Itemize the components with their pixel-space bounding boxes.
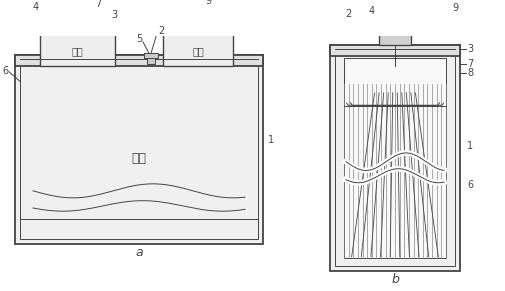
Bar: [334, 49, 454, 267]
Bar: [144, 53, 158, 58]
Bar: [185, 13, 204, 17]
Text: 6: 6: [466, 180, 472, 190]
Bar: [147, 57, 155, 64]
Text: 1: 1: [466, 141, 472, 151]
Bar: [397, 24, 407, 33]
Bar: [80, 17, 93, 31]
Bar: [396, 20, 408, 24]
Text: a: a: [135, 246, 142, 259]
Bar: [381, 24, 391, 33]
Bar: [20, 59, 258, 239]
Bar: [188, 17, 200, 31]
Bar: [379, 20, 391, 24]
Text: 7: 7: [94, 0, 101, 9]
Text: 1: 1: [268, 135, 274, 145]
Text: 2: 2: [344, 9, 350, 19]
Bar: [329, 45, 459, 56]
Text: 7: 7: [466, 59, 472, 69]
Text: 5: 5: [136, 34, 142, 44]
Text: 6: 6: [2, 66, 8, 76]
Text: b: b: [390, 273, 398, 286]
Bar: [15, 55, 263, 244]
Text: 电芯: 电芯: [131, 152, 146, 165]
Bar: [40, 31, 115, 65]
Bar: [15, 55, 263, 67]
Bar: [378, 32, 410, 45]
Bar: [48, 17, 61, 31]
Text: 9: 9: [205, 0, 211, 6]
Text: 2: 2: [158, 26, 164, 36]
Text: 3: 3: [466, 44, 472, 54]
Bar: [163, 31, 232, 65]
Bar: [329, 45, 459, 271]
Text: 9: 9: [451, 3, 457, 13]
Text: 正极: 正极: [72, 47, 83, 56]
Text: 4: 4: [33, 2, 39, 12]
Bar: [343, 58, 445, 258]
Text: 8: 8: [466, 68, 472, 78]
Text: 负极: 负极: [192, 47, 204, 56]
Bar: [77, 13, 96, 17]
Bar: [45, 13, 64, 17]
Text: 4: 4: [368, 6, 374, 16]
Text: 3: 3: [111, 10, 117, 20]
